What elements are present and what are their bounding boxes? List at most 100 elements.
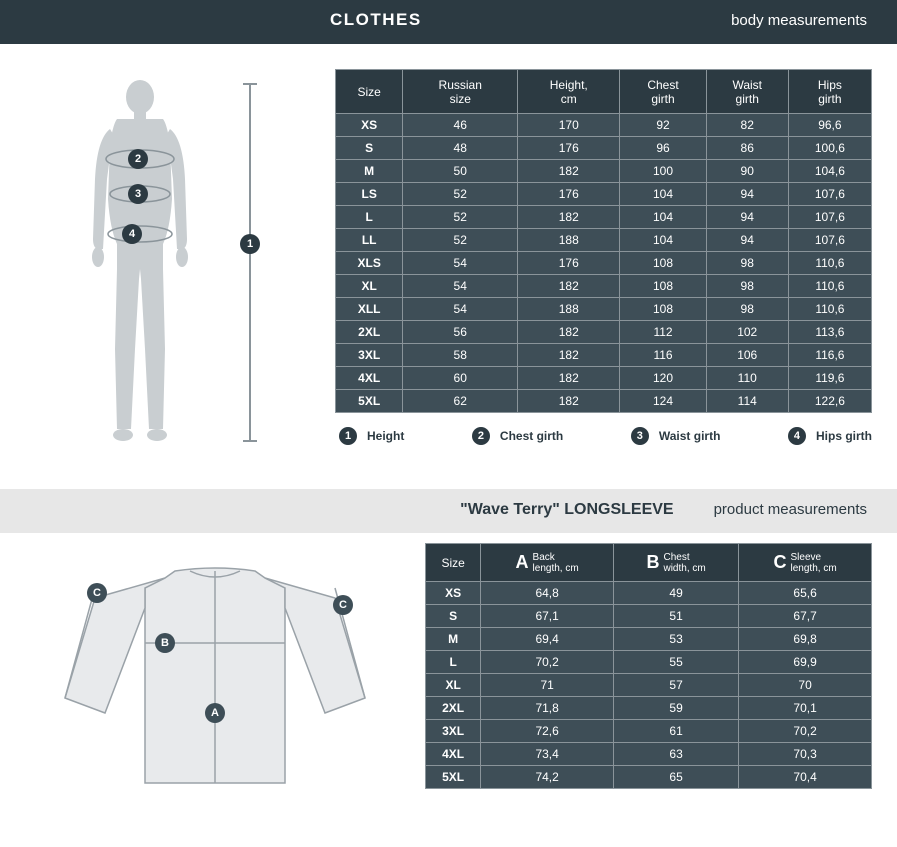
table-row: S481769686100,6 [336, 137, 872, 160]
table-cell: 116,6 [788, 344, 871, 367]
table-cell: 110,6 [788, 298, 871, 321]
table-row: XS46170928296,6 [336, 114, 872, 137]
svg-text:A: A [211, 707, 219, 719]
table-cell: LL [336, 229, 403, 252]
table-cell: 96,6 [788, 114, 871, 137]
table-row: M5018210090104,6 [336, 160, 872, 183]
table-cell: 50 [403, 160, 518, 183]
svg-text:1: 1 [247, 238, 253, 250]
table-cell: LS [336, 183, 403, 206]
table-cell: 188 [518, 229, 620, 252]
body-table-area: SizeRussiansizeHeight,cmChestgirthWaistg… [335, 69, 872, 474]
table-cell: 176 [518, 252, 620, 275]
table-cell: 107,6 [788, 229, 871, 252]
table-cell: 54 [403, 252, 518, 275]
table-row: XLL5418810898110,6 [336, 298, 872, 321]
legend-badge: 3 [631, 427, 649, 445]
table-cell: 56 [403, 321, 518, 344]
svg-text:2: 2 [135, 153, 141, 165]
table-row: 2XL71,85970,1 [426, 697, 872, 720]
legend-item: 1Height [339, 427, 404, 445]
table-cell: 58 [403, 344, 518, 367]
table-row: 3XL58182116106116,6 [336, 344, 872, 367]
table-cell: 70,1 [739, 697, 872, 720]
table-cell: 104 [620, 229, 706, 252]
table-cell: 170 [518, 114, 620, 137]
table-cell: 64,8 [481, 582, 614, 605]
table-cell: 82 [706, 114, 788, 137]
table-cell: 71,8 [481, 697, 614, 720]
svg-text:C: C [93, 587, 101, 599]
table-cell: 102 [706, 321, 788, 344]
table-row: M69,45369,8 [426, 628, 872, 651]
table-cell: XL [426, 674, 481, 697]
table-row: 4XL60182120110119,6 [336, 367, 872, 390]
table-cell: 122,6 [788, 390, 871, 413]
svg-text:4: 4 [129, 228, 136, 240]
legend-item: 4Hips girth [788, 427, 872, 445]
table-cell: 4XL [426, 743, 481, 766]
table-cell: 69,8 [739, 628, 872, 651]
table-row: XL715770 [426, 674, 872, 697]
clothes-title: CLOTHES [330, 10, 422, 30]
product-table-header: ABacklength, cm [481, 544, 614, 582]
legend-item: 2 Chest girth [472, 427, 563, 445]
table-cell: 70,2 [481, 651, 614, 674]
table-cell: 176 [518, 137, 620, 160]
table-cell: 182 [518, 390, 620, 413]
table-row: 4XL73,46370,3 [426, 743, 872, 766]
table-cell: 94 [706, 229, 788, 252]
table-cell: S [336, 137, 403, 160]
table-cell: 188 [518, 298, 620, 321]
table-cell: 110 [706, 367, 788, 390]
table-cell: 65 [614, 766, 739, 789]
table-cell: 72,6 [481, 720, 614, 743]
table-cell: 73,4 [481, 743, 614, 766]
table-cell: 100,6 [788, 137, 871, 160]
table-cell: 59 [614, 697, 739, 720]
product-table-header: BChestwidth, cm [614, 544, 739, 582]
svg-text:B: B [161, 637, 169, 649]
table-cell: 53 [614, 628, 739, 651]
table-cell: 52 [403, 229, 518, 252]
body-table-header: Size [336, 70, 403, 114]
table-cell: 124 [620, 390, 706, 413]
table-cell: 108 [620, 298, 706, 321]
table-cell: 108 [620, 252, 706, 275]
table-cell: 70,2 [739, 720, 872, 743]
body-table-header: Hipsgirth [788, 70, 871, 114]
table-cell: 60 [403, 367, 518, 390]
table-row: L70,25569,9 [426, 651, 872, 674]
table-cell: 52 [403, 206, 518, 229]
legend-badge: 1 [339, 427, 357, 445]
table-cell: 92 [620, 114, 706, 137]
body-table-header: Height,cm [518, 70, 620, 114]
table-cell: 70,4 [739, 766, 872, 789]
table-cell: XLL [336, 298, 403, 321]
body-table-header: Russiansize [403, 70, 518, 114]
table-cell: 5XL [426, 766, 481, 789]
table-cell: 119,6 [788, 367, 871, 390]
table-cell: 71 [481, 674, 614, 697]
legend-badge: 2 [472, 427, 490, 445]
table-cell: M [426, 628, 481, 651]
product-table-header: Size [426, 544, 481, 582]
table-cell: 98 [706, 298, 788, 321]
table-cell: 67,1 [481, 605, 614, 628]
svg-text:3: 3 [135, 188, 141, 200]
svg-text:C: C [339, 599, 347, 611]
table-row: L5218210494107,6 [336, 206, 872, 229]
table-cell: 70 [739, 674, 872, 697]
table-cell: 98 [706, 275, 788, 298]
table-row: 5XL62182124114122,6 [336, 390, 872, 413]
legend-label: Chest girth [500, 429, 563, 443]
clothes-header: CLOTHES body measurements [0, 0, 897, 44]
table-cell: 107,6 [788, 183, 871, 206]
table-cell: 54 [403, 298, 518, 321]
table-cell: 61 [614, 720, 739, 743]
legend-label: Waist girth [659, 429, 721, 443]
table-cell: L [336, 206, 403, 229]
product-header: "Wave Terry" LONGSLEEVE product measurem… [0, 489, 897, 533]
table-cell: 5XL [336, 390, 403, 413]
table-cell: 90 [706, 160, 788, 183]
